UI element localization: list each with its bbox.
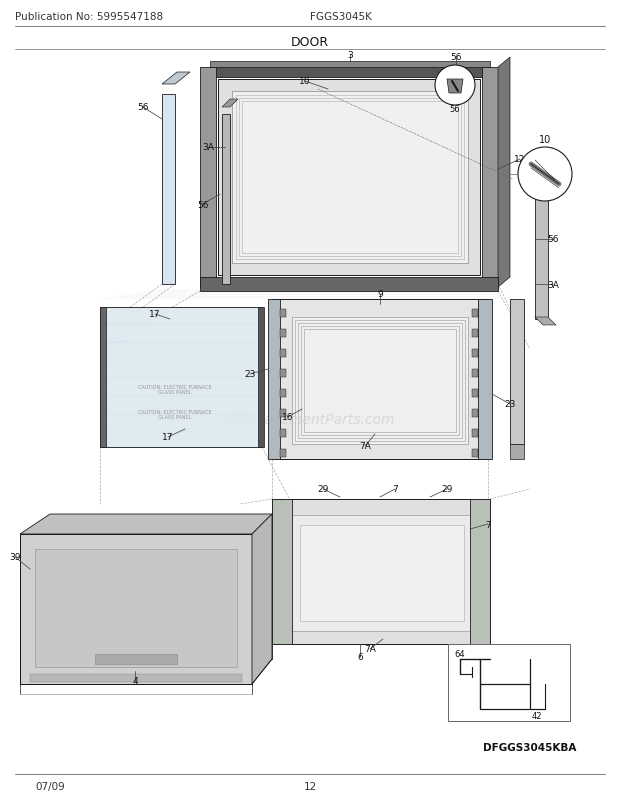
Polygon shape: [292, 318, 468, 444]
Text: 12: 12: [515, 156, 526, 164]
Text: 56: 56: [197, 200, 209, 209]
Polygon shape: [482, 68, 498, 288]
Text: 29: 29: [441, 485, 453, 494]
Polygon shape: [472, 330, 478, 338]
Polygon shape: [472, 350, 478, 358]
Polygon shape: [95, 654, 177, 664]
Polygon shape: [100, 308, 106, 448]
Polygon shape: [30, 674, 242, 683]
Polygon shape: [290, 516, 474, 631]
Polygon shape: [100, 308, 262, 448]
Text: 17: 17: [162, 433, 174, 442]
Text: 3A: 3A: [202, 144, 214, 152]
Text: DOOR: DOOR: [291, 35, 329, 48]
Text: 4: 4: [132, 677, 138, 686]
Polygon shape: [222, 115, 230, 285]
Text: 23: 23: [244, 370, 255, 379]
Text: 7: 7: [485, 520, 491, 529]
Polygon shape: [218, 80, 480, 276]
Text: 29: 29: [317, 485, 329, 494]
Text: 56: 56: [137, 103, 149, 112]
Polygon shape: [20, 534, 252, 684]
Polygon shape: [280, 350, 286, 358]
Polygon shape: [472, 370, 478, 378]
Polygon shape: [252, 514, 272, 684]
Polygon shape: [280, 449, 286, 457]
Text: 39: 39: [9, 553, 20, 561]
Polygon shape: [300, 525, 464, 622]
Text: eReplacementParts.com: eReplacementParts.com: [225, 412, 395, 427]
Polygon shape: [280, 310, 286, 318]
Polygon shape: [100, 290, 500, 300]
Text: 7: 7: [392, 485, 398, 494]
Polygon shape: [280, 410, 286, 418]
Polygon shape: [210, 62, 490, 68]
Text: DFGGS3045KBA: DFGGS3045KBA: [484, 742, 577, 752]
Polygon shape: [232, 92, 468, 264]
Polygon shape: [272, 300, 488, 460]
Polygon shape: [162, 95, 175, 285]
Polygon shape: [510, 300, 524, 444]
Text: 16: 16: [282, 413, 294, 422]
Polygon shape: [210, 68, 490, 78]
Polygon shape: [222, 100, 238, 107]
Polygon shape: [535, 155, 548, 320]
Polygon shape: [472, 310, 478, 318]
Polygon shape: [200, 277, 498, 292]
Polygon shape: [20, 514, 272, 534]
Circle shape: [518, 148, 572, 202]
Text: 10: 10: [539, 135, 551, 145]
Text: 3A: 3A: [547, 280, 559, 290]
Polygon shape: [280, 390, 286, 398]
Polygon shape: [470, 500, 490, 644]
Text: 12: 12: [303, 781, 317, 791]
Text: 56: 56: [450, 52, 462, 62]
Text: 6: 6: [357, 653, 363, 662]
Circle shape: [435, 66, 475, 106]
Text: FGGS3045K: FGGS3045K: [310, 12, 372, 22]
Polygon shape: [472, 410, 478, 418]
Text: Publication No: 5995547188: Publication No: 5995547188: [15, 12, 163, 22]
Text: 56: 56: [450, 105, 460, 115]
Polygon shape: [280, 429, 286, 437]
Text: 3: 3: [347, 51, 353, 59]
Text: 10: 10: [299, 78, 311, 87]
Polygon shape: [478, 300, 492, 460]
Text: CAUTION: ELECTRIC FURNACE
GLASS PANEL: CAUTION: ELECTRIC FURNACE GLASS PANEL: [138, 384, 212, 395]
Polygon shape: [258, 308, 264, 448]
Polygon shape: [472, 429, 478, 437]
Text: 56: 56: [547, 235, 559, 244]
Polygon shape: [448, 644, 570, 721]
Polygon shape: [280, 370, 286, 378]
Polygon shape: [472, 449, 478, 457]
Polygon shape: [272, 500, 490, 644]
Text: CAUTION: ELECTRIC FURNACE
GLASS PANEL: CAUTION: ELECTRIC FURNACE GLASS PANEL: [138, 409, 212, 420]
Text: 23: 23: [504, 400, 516, 409]
Text: 7A: 7A: [359, 442, 371, 451]
Polygon shape: [472, 390, 478, 398]
Text: 17: 17: [149, 310, 161, 319]
Text: 07/09: 07/09: [35, 781, 64, 791]
Polygon shape: [280, 330, 286, 338]
Polygon shape: [447, 80, 463, 94]
Polygon shape: [535, 318, 556, 326]
Polygon shape: [498, 58, 510, 288]
Polygon shape: [268, 300, 280, 460]
Text: 42: 42: [532, 711, 542, 721]
Text: 9: 9: [377, 290, 383, 299]
Polygon shape: [162, 73, 190, 85]
Text: 64: 64: [454, 650, 466, 658]
Polygon shape: [510, 444, 524, 460]
Polygon shape: [200, 68, 216, 288]
Polygon shape: [35, 549, 237, 667]
Polygon shape: [272, 500, 292, 644]
Text: 7A: 7A: [364, 645, 376, 654]
